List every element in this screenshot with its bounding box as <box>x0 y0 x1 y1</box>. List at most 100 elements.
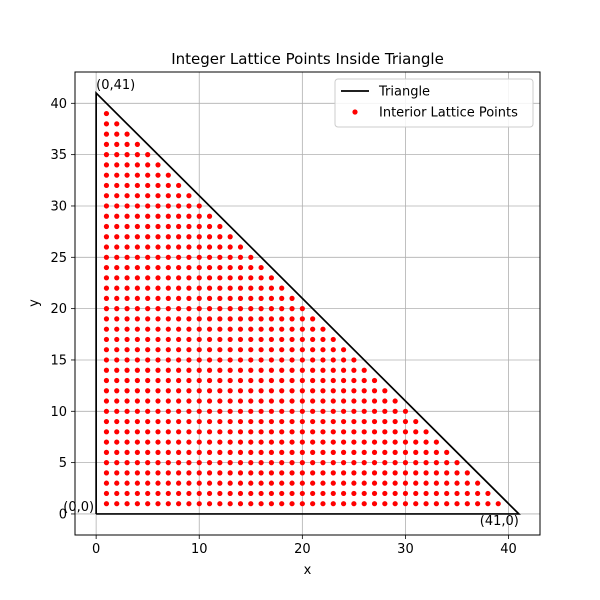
lattice-point <box>351 490 357 497</box>
lattice-point <box>289 408 295 414</box>
lattice-point <box>320 439 326 445</box>
lattice-point <box>186 449 192 455</box>
lattice-point <box>103 141 110 147</box>
lattice-point <box>114 264 120 271</box>
lattice-point <box>124 316 130 322</box>
y-tick-label: 10 <box>50 405 67 420</box>
lattice-point <box>289 336 295 343</box>
lattice-point <box>248 357 254 363</box>
lattice-point <box>165 213 171 219</box>
lattice-point <box>227 357 233 363</box>
lattice-point <box>165 357 171 363</box>
lattice-point <box>320 367 326 373</box>
lattice-point <box>361 377 367 384</box>
lattice-point <box>196 285 202 291</box>
lattice-point <box>371 490 378 497</box>
lattice-point <box>186 285 192 291</box>
lattice-point <box>196 377 202 384</box>
lattice-point <box>145 347 151 353</box>
lattice-point <box>176 398 182 404</box>
lattice-point <box>134 275 140 281</box>
lattice-point <box>176 408 182 414</box>
lattice-point <box>382 480 388 486</box>
lattice-point <box>371 377 378 384</box>
lattice-point <box>382 439 388 445</box>
y-tick-label: 35 <box>50 148 67 163</box>
lattice-point <box>206 367 213 373</box>
lattice-point <box>320 347 326 353</box>
lattice-point <box>237 306 244 312</box>
lattice-point <box>268 285 275 291</box>
lattice-point <box>155 193 161 199</box>
y-tick-label: 15 <box>50 353 67 368</box>
lattice-point <box>134 408 140 414</box>
lattice-point <box>310 408 316 414</box>
lattice-point <box>206 470 213 476</box>
lattice-point <box>258 377 264 384</box>
lattice-point <box>392 480 398 486</box>
lattice-point <box>371 501 378 507</box>
lattice-point <box>475 490 481 497</box>
lattice-point <box>248 429 254 435</box>
lattice-point <box>237 326 244 332</box>
lattice-point <box>258 490 264 497</box>
lattice-point <box>289 449 295 455</box>
vertex-annotations: (0,0) (41,0) (0,41) <box>63 78 519 529</box>
lattice-point <box>351 470 357 476</box>
lattice-point <box>176 182 182 189</box>
lattice-point <box>155 408 161 414</box>
lattice-point <box>361 429 367 435</box>
lattice-point <box>279 418 285 425</box>
lattice-point <box>155 316 161 322</box>
lattice-point <box>299 490 305 497</box>
legend-box <box>334 78 534 128</box>
lattice-point <box>402 449 409 455</box>
lattice-point <box>330 470 336 476</box>
lattice-point <box>114 449 120 455</box>
lattice-point <box>217 490 223 497</box>
lattice-point <box>103 336 110 343</box>
lattice-point <box>413 449 419 455</box>
lattice-point <box>155 162 161 168</box>
lattice-point <box>186 275 192 281</box>
lattice-point <box>423 429 429 435</box>
lattice-point <box>206 501 213 507</box>
lattice-point <box>248 347 254 353</box>
lattice-point <box>134 388 140 394</box>
lattice-point <box>351 460 357 466</box>
lattice-point <box>248 275 254 281</box>
lattice-point <box>206 336 213 343</box>
lattice-point <box>433 460 439 466</box>
lattice-point <box>114 418 120 425</box>
x-tick-label: 30 <box>397 542 414 557</box>
lattice-point <box>176 285 182 291</box>
lattice-point <box>217 367 223 373</box>
lattice-point <box>289 480 295 486</box>
lattice-point <box>464 470 470 476</box>
lattice-point <box>268 429 275 435</box>
lattice-point <box>176 388 182 394</box>
lattice-point <box>155 347 161 353</box>
lattice-point <box>392 460 398 466</box>
lattice-point <box>289 501 295 507</box>
lattice-point <box>145 398 151 404</box>
lattice-point <box>176 223 182 230</box>
lattice-point <box>114 388 120 394</box>
lattice-point <box>165 480 171 486</box>
lattice-point <box>217 408 223 414</box>
lattice-point <box>433 480 439 486</box>
lattice-point <box>423 501 429 507</box>
lattice-point <box>176 429 182 435</box>
lattice-point <box>402 470 409 476</box>
lattice-point <box>351 357 357 363</box>
lattice-point <box>217 234 223 240</box>
lattice-point <box>371 418 378 425</box>
lattice-point <box>145 408 151 414</box>
lattice-point <box>248 377 254 384</box>
lattice-point <box>196 244 202 250</box>
lattice-point <box>165 501 171 507</box>
lattice-point <box>176 244 182 250</box>
lattice-point <box>103 429 110 435</box>
lattice-point <box>444 449 450 455</box>
lattice-point <box>268 326 275 332</box>
